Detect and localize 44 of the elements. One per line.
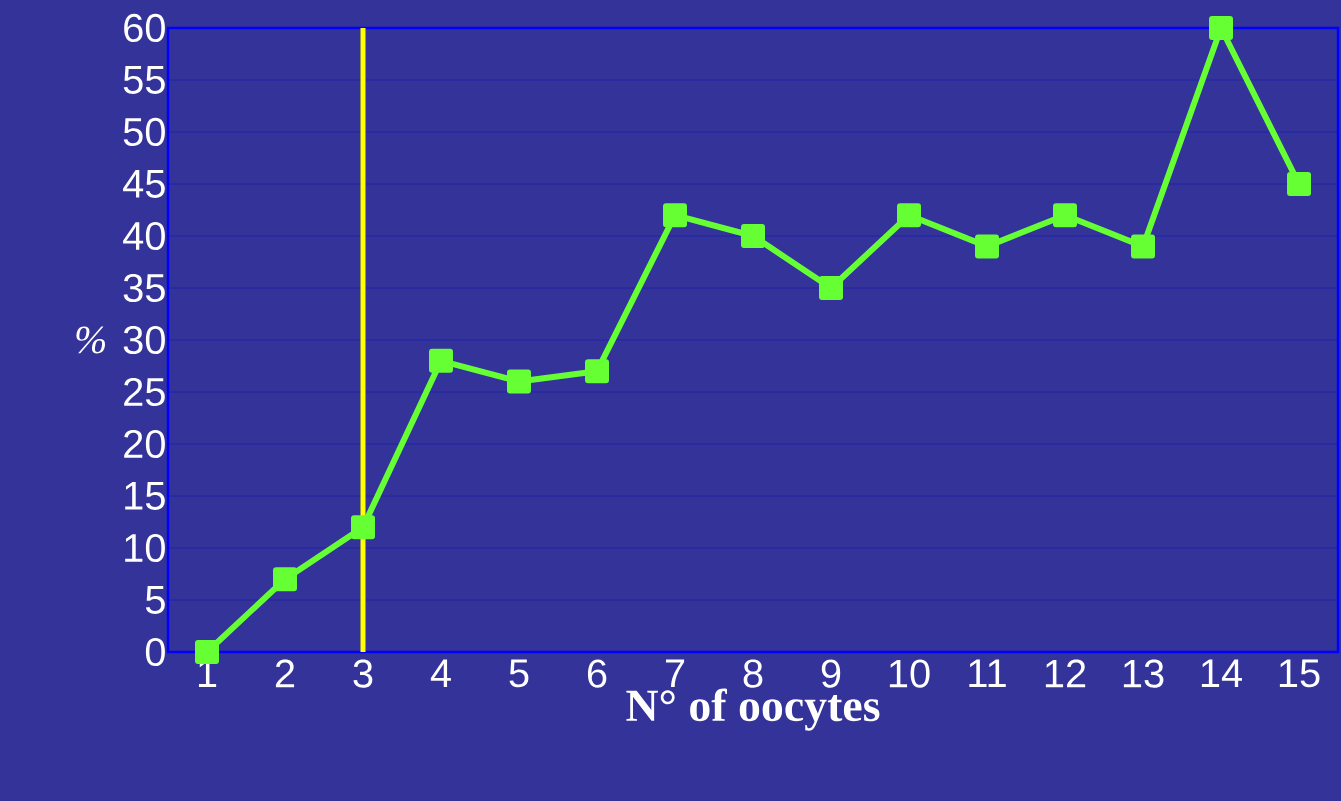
y-tick-label: 50 <box>123 117 165 147</box>
x-tick-label: 3 <box>353 659 373 688</box>
y-tick-label: 30 <box>123 325 165 355</box>
point <box>429 348 454 373</box>
point <box>819 275 844 300</box>
y-tick-label: 45 <box>123 170 165 198</box>
y-tick-label: 35 <box>123 273 165 303</box>
x-tick-label: 12 <box>1045 659 1086 688</box>
y-axis-title: % <box>76 326 106 354</box>
x-tick-label: 8 <box>743 659 763 688</box>
y-tick-label: 40 <box>123 221 165 251</box>
x-axis-title: N° of oocytes <box>626 688 880 731</box>
x-tick-label: 15 <box>1279 659 1320 688</box>
y-tick-label: 10 <box>125 533 165 563</box>
point <box>975 234 1000 259</box>
y-tick-label: 55 <box>123 66 165 94</box>
x-tick-label: 10 <box>889 659 930 688</box>
point <box>507 369 532 394</box>
y-tick-label: 20 <box>124 429 165 459</box>
point <box>195 640 219 664</box>
y-tick-label: 0 <box>145 637 165 667</box>
point <box>741 223 766 248</box>
x-tick-label: 13 <box>1123 659 1164 688</box>
y-tick-label: 60 <box>124 13 165 43</box>
x-tick-label: 14 <box>1201 659 1242 687</box>
point <box>273 567 298 592</box>
point <box>351 515 376 540</box>
x-tick-label: 11 <box>969 659 1006 687</box>
point <box>585 359 610 384</box>
point <box>897 203 922 228</box>
point <box>1209 15 1234 40</box>
x-tick-label: 2 <box>275 659 295 688</box>
x-tick-label: 4 <box>430 659 451 687</box>
x-tick-label: 6 <box>587 659 607 688</box>
point <box>663 203 688 228</box>
y-tick-label: 15 <box>125 482 165 510</box>
x-tick-label: 9 <box>821 659 841 688</box>
point <box>1287 171 1312 196</box>
y-tick-label: 5 <box>145 586 165 614</box>
y-tick-label: 25 <box>124 377 165 407</box>
x-tick-label: 7 <box>665 659 685 687</box>
point <box>1131 234 1156 259</box>
point <box>1053 203 1078 228</box>
x-tick-label: 5 <box>509 659 529 688</box>
